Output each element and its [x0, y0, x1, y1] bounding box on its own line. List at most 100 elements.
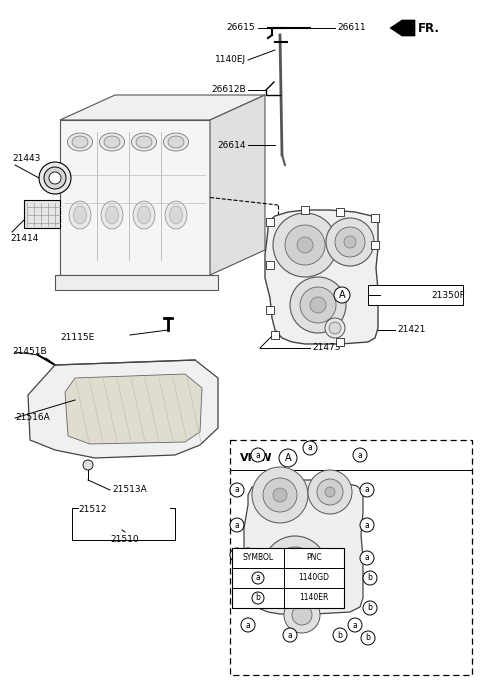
Polygon shape: [244, 480, 363, 614]
Bar: [266, 218, 274, 226]
Circle shape: [344, 236, 356, 248]
Circle shape: [297, 237, 313, 253]
Circle shape: [241, 581, 255, 595]
Polygon shape: [390, 20, 415, 36]
Ellipse shape: [99, 133, 124, 151]
Circle shape: [263, 536, 327, 600]
Bar: [371, 214, 379, 222]
Text: b: b: [368, 573, 372, 582]
Text: a: a: [246, 620, 251, 629]
Text: b: b: [368, 603, 372, 612]
Text: 21421: 21421: [397, 326, 425, 334]
Text: b: b: [337, 631, 342, 639]
Bar: [266, 306, 274, 314]
Circle shape: [335, 227, 365, 257]
Circle shape: [273, 213, 337, 277]
Text: b: b: [246, 584, 251, 592]
Text: a: a: [256, 451, 260, 460]
Ellipse shape: [104, 136, 120, 148]
Circle shape: [230, 483, 244, 497]
Circle shape: [360, 518, 374, 532]
Text: a: a: [365, 554, 370, 563]
Bar: [336, 208, 344, 216]
Circle shape: [363, 601, 377, 615]
Circle shape: [308, 470, 352, 514]
Circle shape: [279, 449, 297, 467]
Text: 26614: 26614: [217, 140, 246, 150]
Ellipse shape: [169, 206, 182, 224]
Circle shape: [285, 225, 325, 265]
Text: b: b: [255, 594, 261, 603]
Bar: [336, 338, 344, 346]
Circle shape: [251, 448, 265, 462]
Text: A: A: [285, 453, 291, 463]
Circle shape: [263, 478, 297, 512]
Circle shape: [284, 597, 320, 633]
Circle shape: [273, 488, 287, 502]
Bar: [371, 241, 379, 249]
Bar: [24, 200, 60, 228]
Text: FR.: FR.: [418, 22, 440, 35]
Text: 21414: 21414: [10, 234, 38, 243]
Ellipse shape: [132, 133, 156, 151]
Circle shape: [49, 172, 61, 184]
Polygon shape: [28, 360, 218, 458]
Text: 1140EJ: 1140EJ: [215, 55, 246, 65]
Bar: [371, 286, 379, 294]
Ellipse shape: [106, 206, 119, 224]
Ellipse shape: [164, 133, 189, 151]
Text: PNC: PNC: [306, 554, 322, 563]
Circle shape: [39, 162, 71, 194]
Circle shape: [300, 287, 336, 323]
Text: a: a: [365, 520, 370, 530]
Circle shape: [230, 548, 244, 562]
Circle shape: [363, 571, 377, 585]
Text: A: A: [339, 290, 345, 300]
Circle shape: [292, 605, 312, 625]
Ellipse shape: [101, 201, 123, 229]
Circle shape: [310, 297, 326, 313]
Text: 26611: 26611: [337, 24, 366, 33]
Circle shape: [360, 483, 374, 497]
Text: a: a: [235, 486, 240, 494]
Text: 26612B: 26612B: [211, 86, 246, 95]
Circle shape: [303, 441, 317, 455]
Bar: [266, 261, 274, 269]
Text: a: a: [288, 631, 292, 639]
Circle shape: [274, 547, 316, 589]
Circle shape: [325, 487, 335, 497]
Ellipse shape: [165, 201, 187, 229]
Text: 1140GD: 1140GD: [299, 573, 329, 582]
Circle shape: [326, 218, 374, 266]
Polygon shape: [60, 120, 210, 275]
Ellipse shape: [168, 136, 184, 148]
Circle shape: [353, 448, 367, 462]
Polygon shape: [55, 275, 218, 290]
Circle shape: [285, 558, 305, 578]
Circle shape: [252, 572, 264, 584]
Text: a: a: [358, 451, 362, 460]
Circle shape: [360, 551, 374, 565]
Circle shape: [290, 277, 346, 333]
Text: 21115E: 21115E: [60, 332, 94, 341]
Bar: [301, 206, 309, 214]
Bar: [271, 331, 279, 339]
Ellipse shape: [137, 206, 151, 224]
Ellipse shape: [68, 133, 93, 151]
Ellipse shape: [133, 201, 155, 229]
Circle shape: [241, 548, 255, 562]
FancyArrowPatch shape: [393, 25, 405, 31]
Polygon shape: [265, 210, 378, 344]
Text: 21513A: 21513A: [112, 486, 147, 494]
Text: a: a: [235, 550, 240, 560]
Polygon shape: [65, 374, 202, 444]
Text: 21516A: 21516A: [15, 413, 50, 422]
Polygon shape: [210, 95, 265, 275]
Bar: [368, 285, 463, 305]
Circle shape: [334, 287, 350, 303]
Text: a: a: [365, 486, 370, 494]
Circle shape: [361, 631, 375, 645]
Text: 26615: 26615: [227, 22, 255, 31]
Text: b: b: [366, 633, 371, 642]
Bar: [230, 440, 472, 675]
